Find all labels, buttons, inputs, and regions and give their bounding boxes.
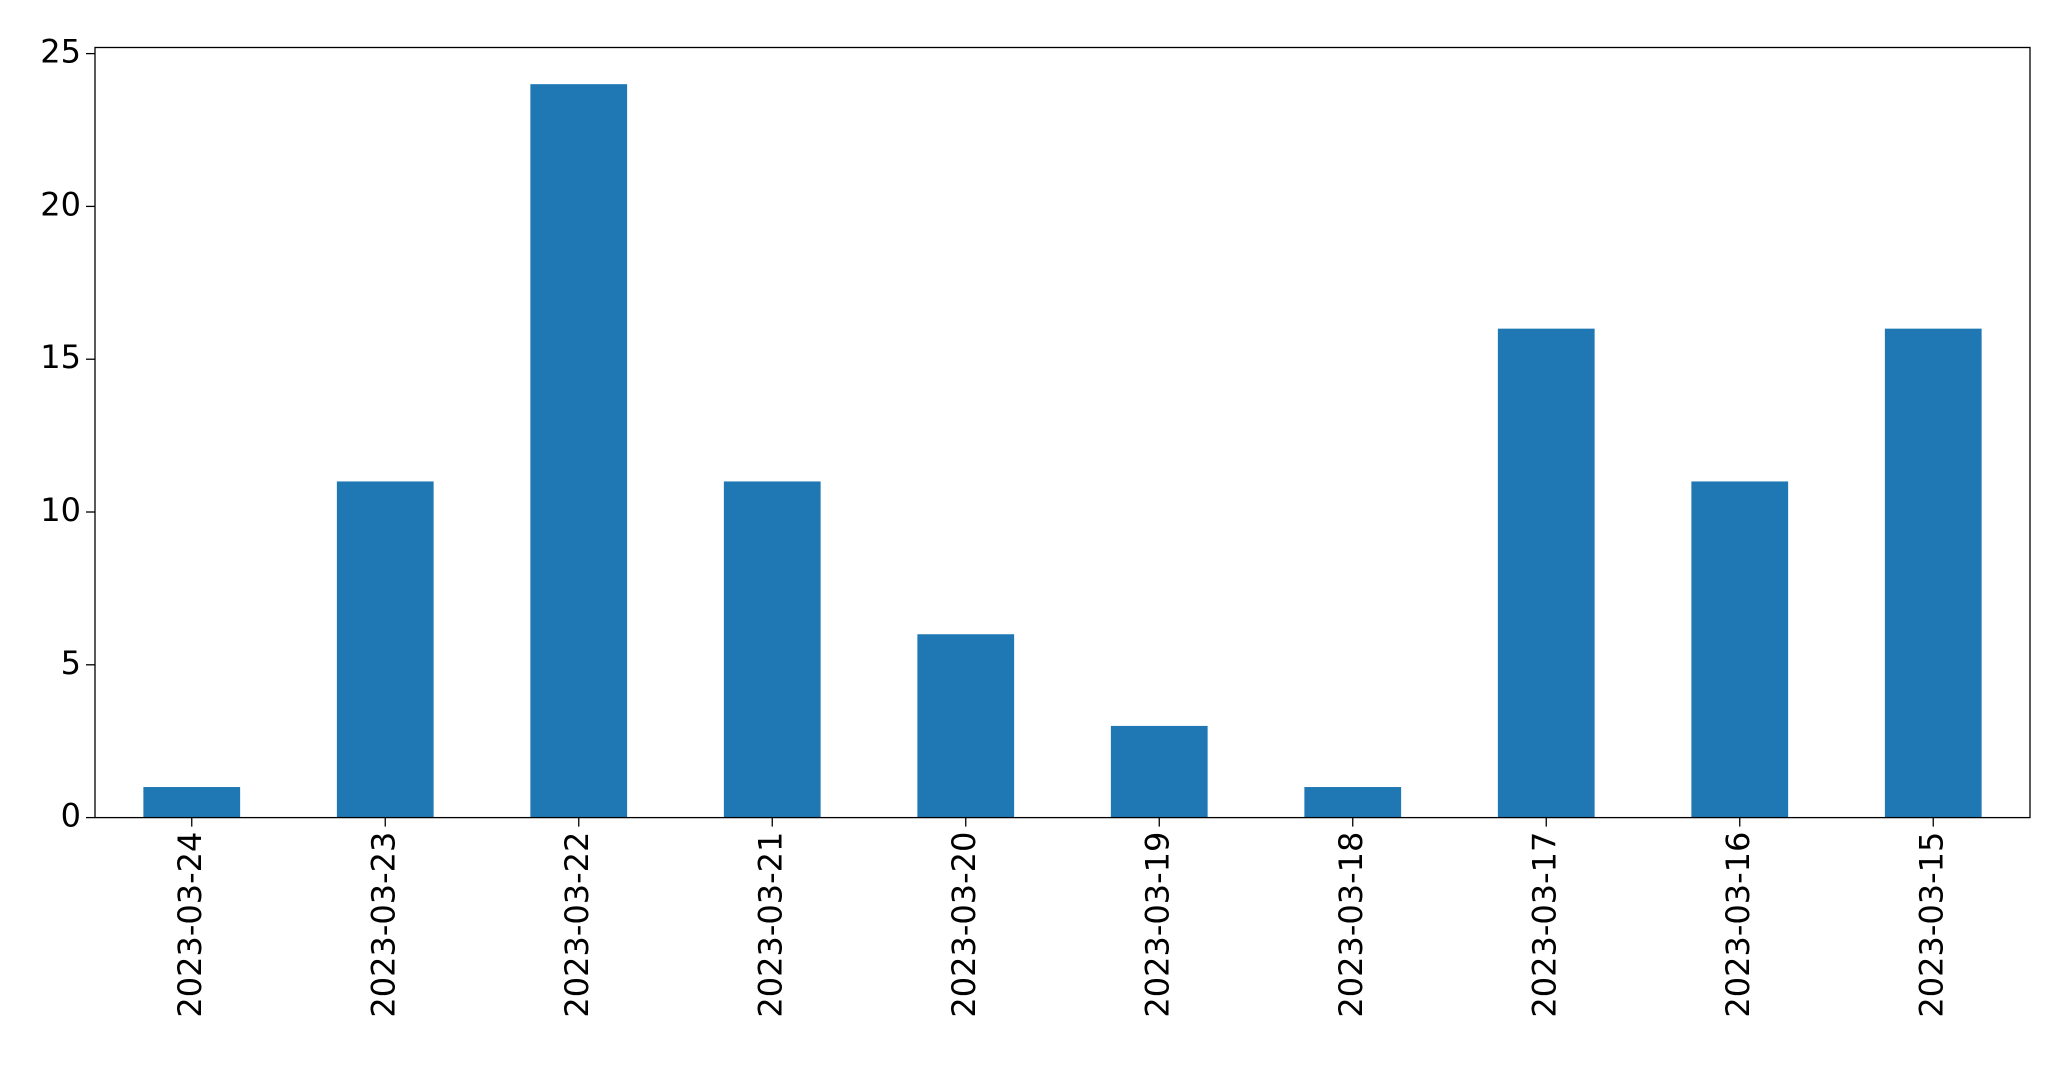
bar [723,481,821,818]
x-tick-label: 2023-03-18 [1332,832,1370,1018]
x-tick-label: 2023-03-24 [171,832,209,1018]
plot-frame [94,46,2031,819]
x-tick-label: 2023-03-23 [364,832,402,1018]
y-tick-label: 25 [40,33,81,71]
bar [1497,328,1595,818]
bar [336,481,434,818]
x-tick-label: 2023-03-17 [1525,832,1563,1018]
bar [1884,328,1982,818]
y-tick-label: 0 [61,797,81,835]
bar [1304,787,1402,818]
bar [917,634,1015,818]
bar [1691,481,1789,818]
x-tick-label: 2023-03-22 [558,832,596,1018]
bar [530,84,628,818]
x-tick-label: 2023-03-19 [1138,832,1176,1018]
y-tick-label: 5 [61,644,81,682]
bar [143,787,241,818]
x-tick-label: 2023-03-15 [1912,832,1950,1018]
y-tick-label: 20 [40,185,81,223]
y-tick-label: 10 [40,491,81,529]
y-tick-label: 15 [40,338,81,376]
x-tick-label: 2023-03-20 [945,832,983,1018]
x-tick-label: 2023-03-21 [751,832,789,1018]
x-tick-label: 2023-03-16 [1719,832,1757,1018]
bar [1110,725,1208,818]
